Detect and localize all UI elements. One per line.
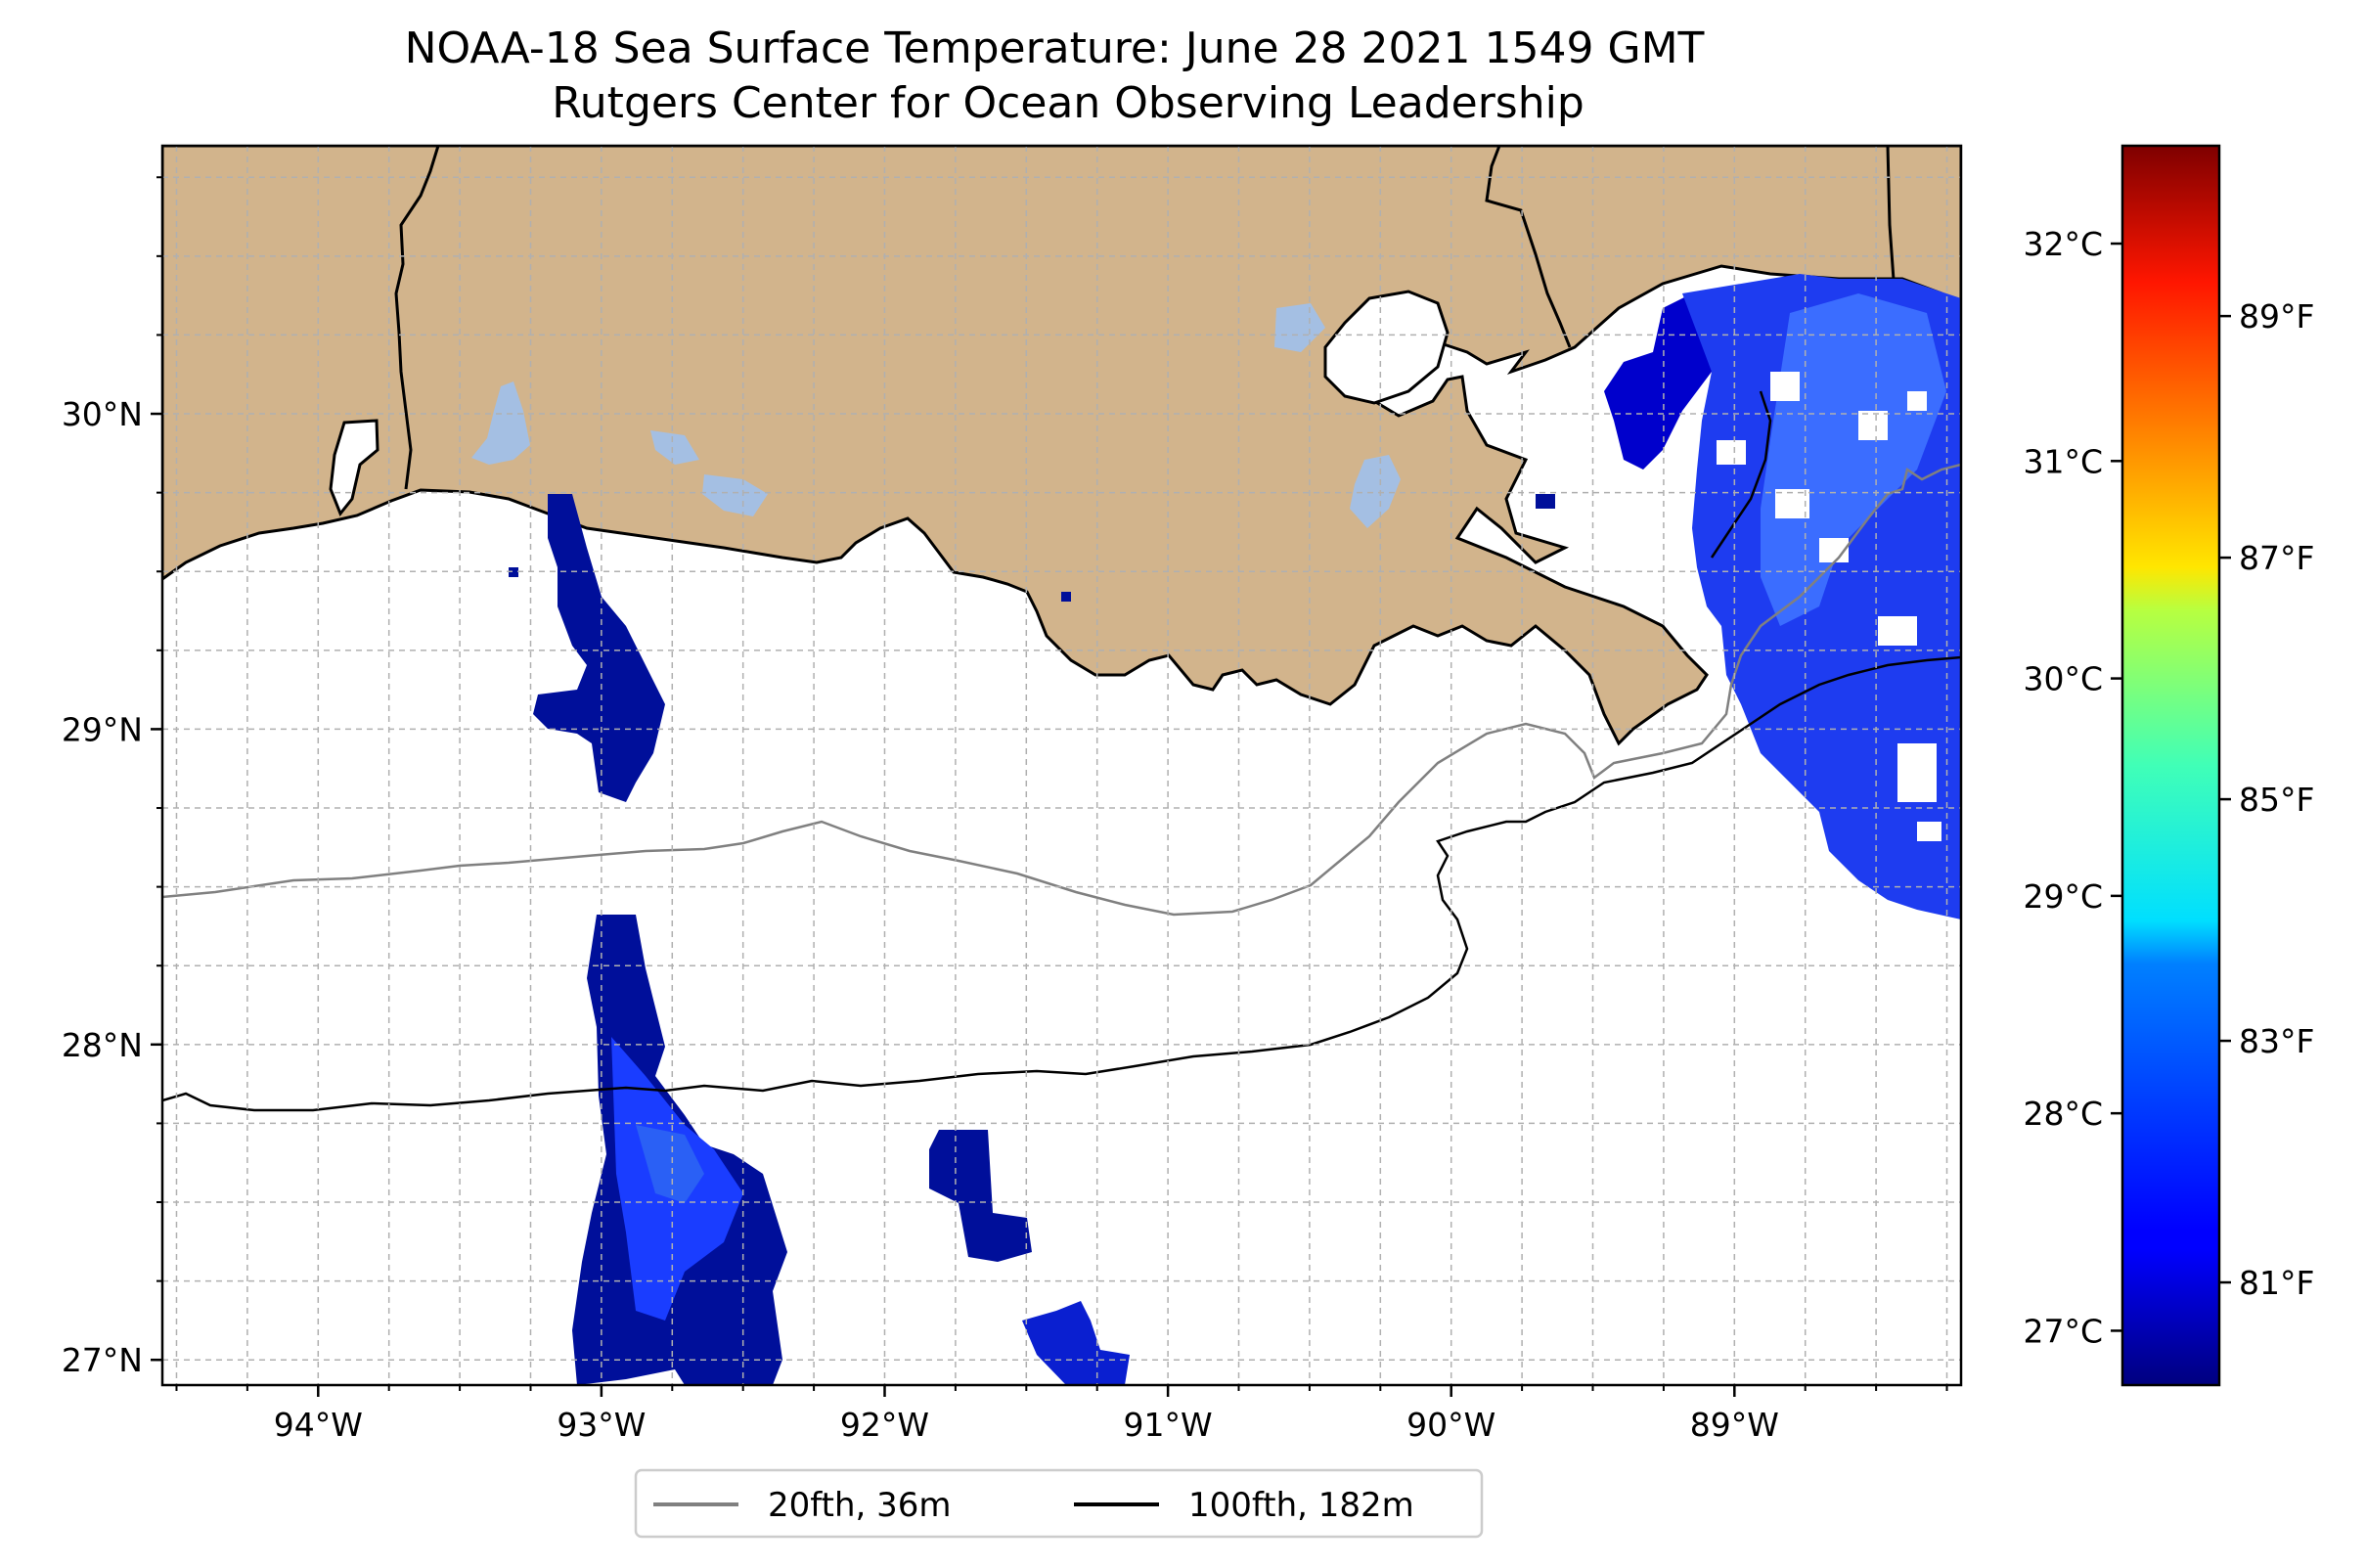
state-border: [1485, 146, 1572, 348]
longitude-axis: 94°W 93°W 92°W 91°W 90°W 89°W: [175, 1385, 1948, 1444]
celsius-tick-label: 29°C: [2023, 877, 2103, 916]
gridlines: [162, 146, 1961, 1385]
sst-map: 94°W 93°W 92°W 91°W 90°W 89°W 27°N 28°N 29°N 30°…: [62, 144, 1963, 1444]
colorbar: 27°C 28°C 29°C 30°C 31°C 32°C 81°F 83°F 85°F 87°…: [2023, 144, 2314, 1387]
isobath-100fth: [1710, 390, 1772, 559]
celsius-tick-label: 30°C: [2023, 660, 2103, 698]
lake: [471, 381, 530, 465]
lon-tick-label: 89°W: [1690, 1406, 1779, 1444]
map-frame: [160, 144, 1963, 1387]
lat-tick-label: 29°N: [62, 710, 143, 748]
lake: [1274, 303, 1325, 352]
lon-tick-label: 90°W: [1406, 1406, 1495, 1444]
chart-subtitle: Rutgers Center for Ocean Observing Leade…: [552, 78, 1584, 128]
celsius-tick-label: 28°C: [2023, 1095, 2103, 1133]
lon-tick-label: 94°W: [274, 1406, 363, 1444]
calcasieu-lake: [329, 419, 379, 516]
state-border: [1886, 146, 1896, 294]
lake-pontchartrain: [1323, 290, 1450, 405]
colorbar-fahrenheit-ticks: 81°F 83°F 85°F 87°F 89°F: [2219, 297, 2314, 1302]
celsius-tick-label: 27°C: [2023, 1312, 2103, 1350]
lat-tick-label: 27°N: [62, 1341, 143, 1379]
fahrenheit-tick-label: 85°F: [2239, 781, 2314, 819]
legend-label-20fth: 20fth, 36m: [768, 1486, 952, 1525]
celsius-tick-label: 31°C: [2023, 442, 2103, 480]
legend: 20fth, 36m 100fth, 182m: [634, 1468, 1484, 1539]
lon-tick-label: 93°W: [557, 1406, 646, 1444]
lat-tick-label: 28°N: [62, 1026, 143, 1064]
isobath-20fth: [162, 463, 1961, 917]
fahrenheit-tick-label: 83°F: [2239, 1022, 2314, 1060]
fahrenheit-tick-label: 81°F: [2239, 1264, 2314, 1302]
lake: [1350, 455, 1401, 528]
fahrenheit-tick-label: 89°F: [2239, 297, 2314, 336]
fahrenheit-tick-label: 87°F: [2239, 539, 2314, 577]
colorbar-celsius-ticks: 27°C 28°C 29°C 30°C 31°C 32°C: [2023, 225, 2122, 1350]
lon-tick-label: 91°W: [1124, 1406, 1213, 1444]
lon-tick-label: 92°W: [840, 1406, 929, 1444]
latitude-axis: 27°N 28°N 29°N 30°N: [62, 176, 162, 1379]
chart-title: NOAA-18 Sea Surface Temperature: June 28…: [405, 23, 1705, 73]
lake: [650, 430, 699, 465]
sst-data-layer: [509, 274, 1961, 1385]
lake: [702, 474, 768, 516]
lat-tick-label: 30°N: [62, 395, 143, 433]
colorbar-gradient: [2120, 144, 2221, 1387]
celsius-tick-label: 32°C: [2023, 225, 2103, 263]
state-border: [394, 146, 440, 490]
legend-label-100fth: 100fth, 182m: [1188, 1486, 1414, 1525]
isobath-100fth: [162, 655, 1961, 1112]
legend-box: [634, 1468, 1484, 1539]
